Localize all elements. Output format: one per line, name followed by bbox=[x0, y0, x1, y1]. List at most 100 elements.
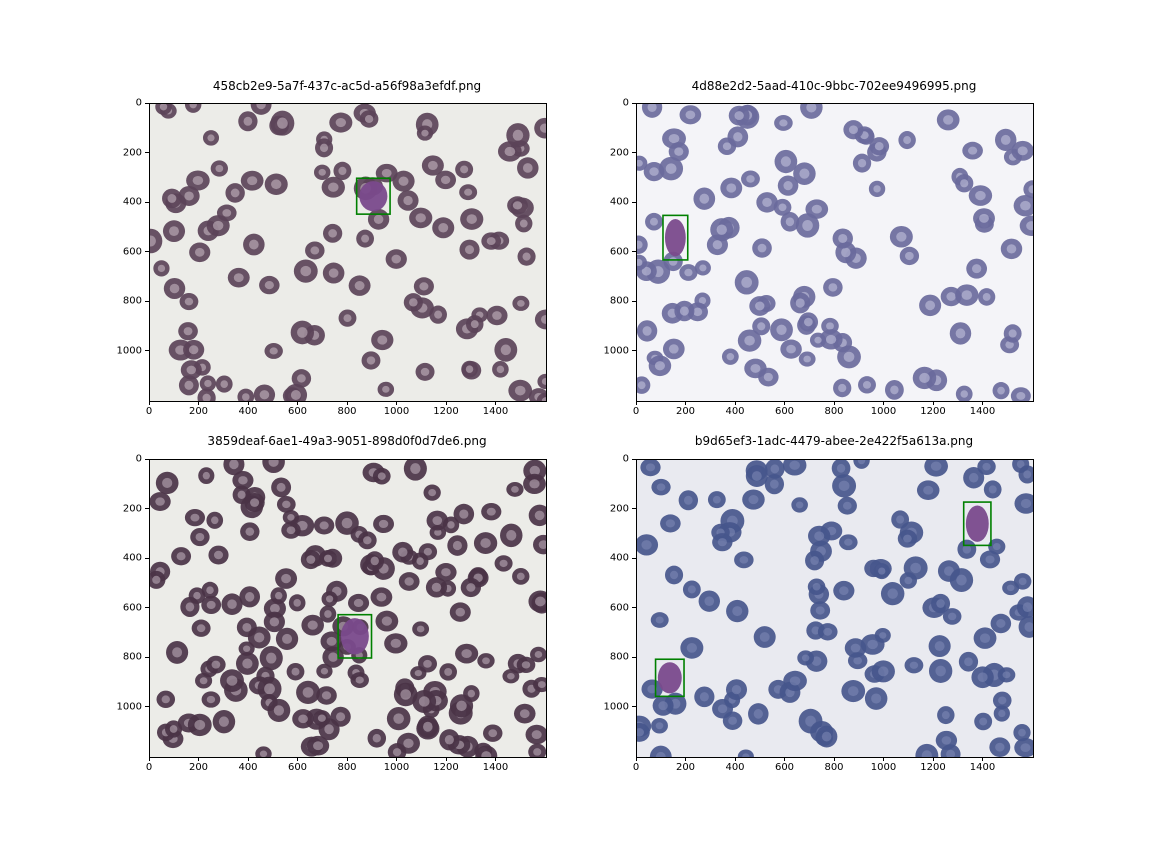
y-tick-label: 400 bbox=[609, 196, 629, 208]
red-blood-cell bbox=[409, 207, 433, 229]
red-blood-cell bbox=[371, 329, 394, 351]
red-blood-cell bbox=[333, 161, 352, 181]
red-blood-cell bbox=[164, 720, 183, 738]
red-blood-cell bbox=[744, 358, 767, 379]
red-blood-cell bbox=[931, 593, 951, 614]
x-tick bbox=[734, 401, 736, 405]
red-blood-cell bbox=[411, 552, 429, 570]
red-blood-cell bbox=[645, 212, 663, 231]
red-blood-cell bbox=[156, 690, 176, 709]
red-blood-cell bbox=[993, 705, 1010, 722]
y-tick bbox=[632, 607, 636, 608]
red-blood-cell bbox=[481, 232, 502, 250]
red-blood-cell bbox=[288, 594, 306, 612]
y-tick-label: 600 bbox=[122, 602, 142, 613]
red-blood-cell bbox=[1019, 215, 1033, 236]
red-blood-cell bbox=[994, 128, 1017, 152]
red-blood-cell bbox=[897, 529, 918, 548]
red-blood-cell bbox=[291, 369, 312, 388]
red-blood-cell bbox=[955, 284, 979, 306]
x-tick bbox=[346, 401, 348, 405]
x-tick-label: 800 bbox=[824, 406, 844, 417]
red-blood-cell bbox=[244, 493, 265, 513]
red-blood-cell bbox=[392, 541, 414, 563]
red-blood-cell bbox=[187, 713, 212, 737]
red-blood-cell bbox=[492, 361, 509, 378]
red-blood-cell bbox=[506, 123, 530, 148]
red-blood-cell bbox=[387, 743, 407, 757]
red-blood-cell bbox=[460, 208, 484, 230]
red-blood-cell bbox=[928, 659, 953, 683]
red-blood-cell bbox=[199, 375, 217, 392]
red-blood-cell bbox=[507, 196, 528, 215]
detection-bounding-box bbox=[962, 501, 992, 547]
red-blood-cell bbox=[637, 155, 648, 171]
red-blood-cell bbox=[983, 480, 1002, 499]
y-tick-label: 200 bbox=[609, 503, 629, 514]
red-blood-cell bbox=[250, 104, 272, 115]
red-blood-cell bbox=[955, 385, 973, 401]
red-blood-cell bbox=[837, 345, 861, 369]
red-blood-cell bbox=[512, 295, 530, 311]
red-blood-cell bbox=[370, 587, 393, 607]
red-blood-cell bbox=[793, 162, 816, 185]
red-blood-cell bbox=[904, 657, 924, 674]
red-blood-cell bbox=[178, 375, 199, 396]
red-blood-cell bbox=[966, 258, 988, 279]
red-blood-cell bbox=[974, 712, 993, 731]
red-blood-cell bbox=[978, 288, 996, 306]
red-blood-cell bbox=[359, 110, 379, 128]
y-tick-label: 800 bbox=[609, 295, 629, 307]
red-blood-cell bbox=[236, 617, 257, 638]
red-blood-cell bbox=[734, 551, 754, 569]
red-blood-cell bbox=[460, 577, 481, 598]
red-blood-cell bbox=[286, 662, 305, 681]
red-blood-cell bbox=[737, 329, 762, 352]
red-blood-cell bbox=[765, 460, 785, 479]
y-tick-label: 400 bbox=[609, 552, 629, 564]
x-tick bbox=[932, 401, 934, 405]
smear-illustration bbox=[637, 460, 1033, 757]
y-tick bbox=[632, 350, 636, 351]
red-blood-cell bbox=[426, 510, 449, 531]
red-blood-cell bbox=[282, 509, 300, 525]
red-blood-cell bbox=[1010, 387, 1031, 401]
red-blood-cell bbox=[741, 170, 760, 188]
red-blood-cell bbox=[844, 638, 867, 658]
x-tick bbox=[635, 401, 637, 405]
red-blood-cell bbox=[798, 312, 819, 332]
red-blood-cell bbox=[190, 527, 210, 547]
blood-smear-image bbox=[149, 103, 547, 402]
red-blood-cell bbox=[481, 502, 502, 521]
red-blood-cell bbox=[679, 264, 698, 281]
y-tick-label: 600 bbox=[609, 246, 629, 257]
red-blood-cell bbox=[516, 656, 536, 674]
x-tick-label: 400 bbox=[238, 762, 258, 773]
y-tick-label: 600 bbox=[609, 602, 629, 613]
red-blood-cell bbox=[263, 611, 285, 633]
red-blood-cell bbox=[726, 599, 749, 623]
x-tick-label: 1400 bbox=[482, 406, 509, 417]
red-blood-cell bbox=[919, 294, 942, 317]
y-tick-label: 1000 bbox=[116, 345, 142, 356]
x-tick bbox=[247, 401, 249, 405]
y-tick bbox=[145, 508, 149, 509]
red-blood-cell bbox=[1011, 140, 1033, 161]
red-blood-cell bbox=[293, 259, 318, 283]
red-blood-cell bbox=[253, 384, 276, 401]
y-tick bbox=[145, 201, 149, 203]
red-blood-cell bbox=[973, 208, 995, 229]
red-blood-cell bbox=[819, 329, 843, 350]
red-blood-cell bbox=[179, 292, 199, 311]
x-tick-label: 800 bbox=[337, 762, 357, 773]
red-blood-cell bbox=[831, 460, 851, 479]
x-tick bbox=[833, 401, 835, 405]
red-blood-cell bbox=[365, 551, 385, 571]
red-blood-cell bbox=[853, 460, 870, 469]
y-tick bbox=[632, 102, 636, 104]
x-tick bbox=[297, 401, 298, 405]
y-tick bbox=[632, 152, 636, 153]
red-blood-cell bbox=[227, 267, 250, 288]
red-blood-cell bbox=[839, 534, 858, 551]
red-blood-cell bbox=[259, 275, 280, 295]
